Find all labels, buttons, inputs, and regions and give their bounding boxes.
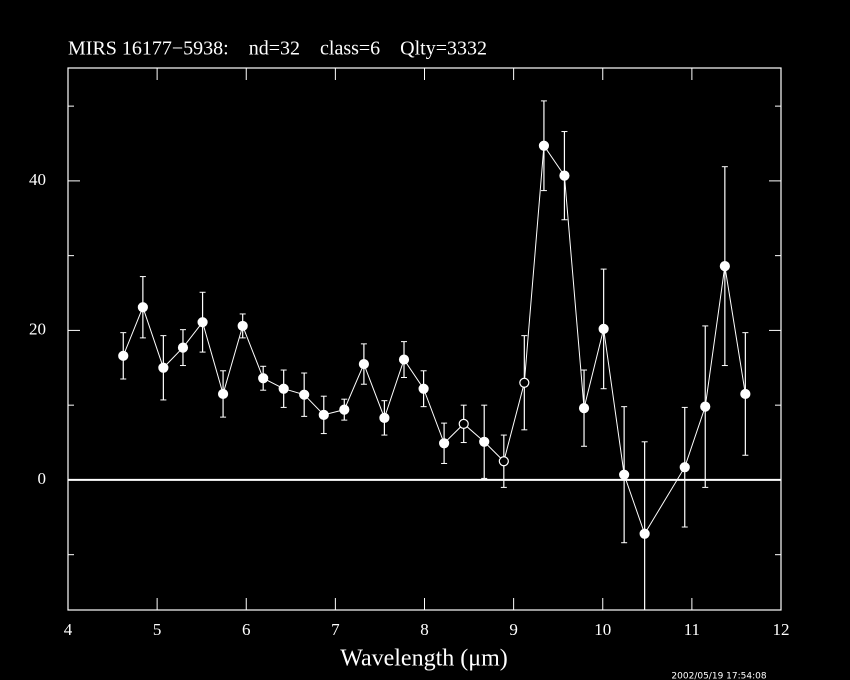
timestamp: 2002/05/19 17:54:08 xyxy=(671,672,766,680)
x-tick-label: 7 xyxy=(331,620,340,639)
data-layer xyxy=(118,100,751,610)
x-tick-label: 6 xyxy=(242,620,251,639)
data-point xyxy=(318,409,329,420)
data-point xyxy=(217,388,229,400)
x-axis-label: Wavelength (μm) xyxy=(340,646,508,672)
data-point xyxy=(339,404,350,415)
data-line xyxy=(122,144,746,535)
data-point xyxy=(538,140,550,151)
data-point xyxy=(278,383,289,394)
y-tick-label: 40 xyxy=(29,170,46,189)
data-point xyxy=(137,302,148,313)
x-tick-label: 12 xyxy=(773,620,790,639)
chart-title: MIRS 16177−5938: nd=32 class=6 Qlty=3332 xyxy=(68,38,487,60)
x-tick-label: 4 xyxy=(64,620,73,639)
x-tick-label: 9 xyxy=(509,620,518,639)
data-point xyxy=(237,320,248,332)
data-point xyxy=(578,403,590,414)
data-point xyxy=(679,462,690,473)
data-point xyxy=(559,170,570,181)
data-point xyxy=(519,377,530,388)
data-point xyxy=(639,528,650,539)
data-point xyxy=(358,358,369,370)
data-point xyxy=(118,350,129,361)
y-tick-label: 0 xyxy=(38,469,47,488)
data-point xyxy=(479,436,490,447)
data-point xyxy=(619,469,630,480)
data-point xyxy=(158,362,169,373)
y-tick-label: 20 xyxy=(29,319,46,338)
data-point xyxy=(398,354,410,365)
data-point xyxy=(299,389,310,400)
data-point xyxy=(177,342,189,353)
x-tick-label: 11 xyxy=(684,620,700,639)
data-point xyxy=(719,261,730,272)
data-point xyxy=(740,388,751,400)
x-tick-label: 5 xyxy=(153,620,162,639)
data-point xyxy=(439,438,450,449)
data-point xyxy=(498,456,509,467)
data-point xyxy=(700,401,711,412)
data-point xyxy=(458,418,469,429)
x-tick-label: 8 xyxy=(420,620,429,639)
x-tick-label: 10 xyxy=(594,620,611,639)
data-point xyxy=(598,323,609,335)
data-point xyxy=(258,373,269,384)
data-point xyxy=(197,317,208,328)
plot-frame xyxy=(67,67,782,611)
data-point xyxy=(379,412,390,423)
data-point xyxy=(418,383,429,394)
